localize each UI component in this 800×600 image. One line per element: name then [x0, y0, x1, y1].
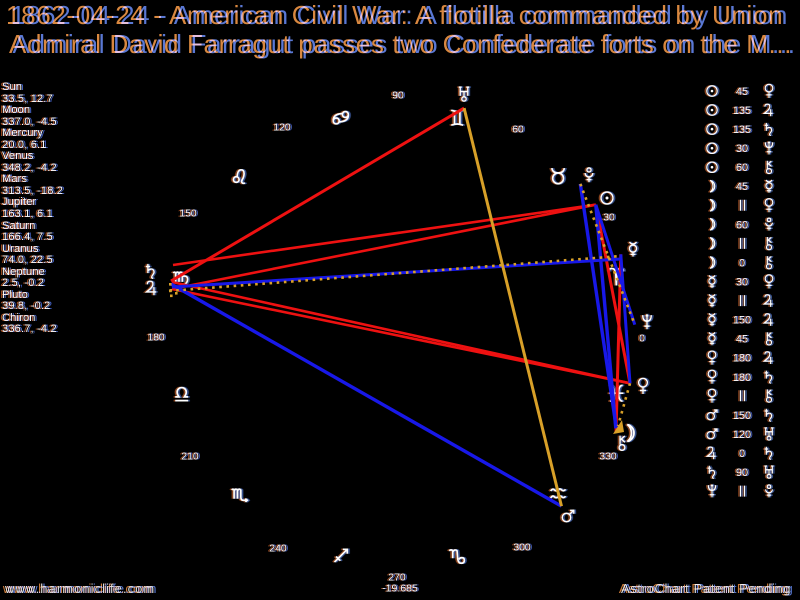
svg-text:330: 330 — [599, 451, 617, 463]
svg-text:135: 135 — [733, 124, 751, 136]
svg-text:90: 90 — [736, 467, 748, 479]
svg-text:60: 60 — [736, 219, 748, 231]
svg-text:0: 0 — [739, 448, 745, 460]
svg-text:210: 210 — [181, 451, 199, 463]
svg-text:120: 120 — [733, 429, 751, 441]
svg-text:0: 0 — [639, 333, 645, 345]
svg-text:150: 150 — [733, 315, 751, 327]
svg-text:45: 45 — [736, 86, 748, 98]
svg-text:120: 120 — [273, 122, 291, 134]
svg-text:45: 45 — [736, 334, 748, 346]
svg-text:180: 180 — [733, 353, 751, 365]
svg-text:300: 300 — [513, 542, 531, 554]
svg-text:135: 135 — [733, 105, 751, 117]
svg-text:240: 240 — [269, 543, 287, 555]
svg-text:30: 30 — [603, 212, 615, 224]
svg-text:-19.685: -19.685 — [382, 583, 418, 595]
svg-text:150: 150 — [179, 208, 197, 220]
svg-text:90: 90 — [392, 90, 404, 102]
svg-text:60: 60 — [512, 124, 524, 136]
svg-text:270: 270 — [388, 572, 406, 584]
svg-text:180: 180 — [733, 372, 751, 384]
svg-text:180: 180 — [147, 332, 165, 344]
svg-text:150: 150 — [733, 410, 751, 422]
svg-text:30: 30 — [736, 277, 748, 289]
svg-text:30: 30 — [736, 143, 748, 155]
svg-text:0: 0 — [739, 258, 745, 270]
svg-text:45: 45 — [736, 181, 748, 193]
svg-text:60: 60 — [736, 162, 748, 174]
